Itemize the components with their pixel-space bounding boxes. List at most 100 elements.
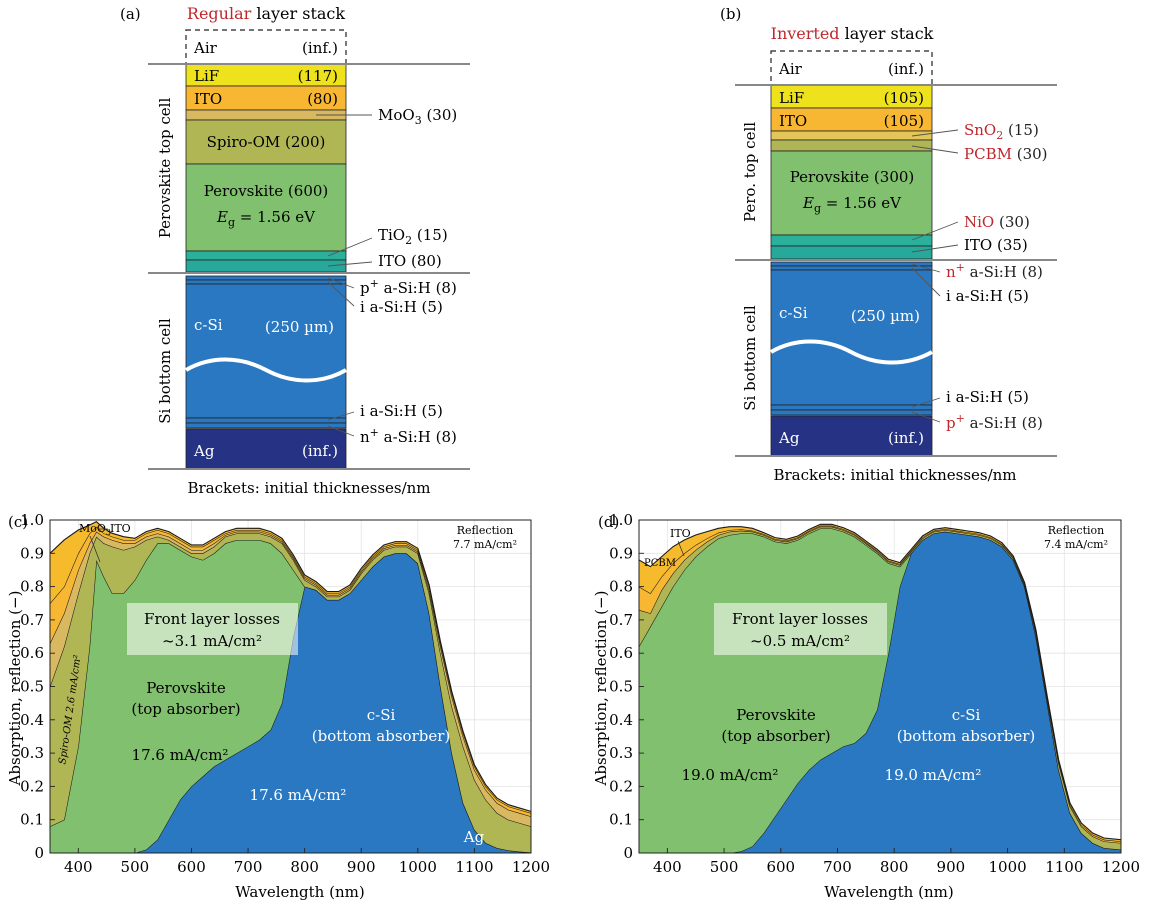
d-area-ito — [639, 525, 1121, 844]
c-front-losses-2: ~3.1 mA/cm² — [162, 632, 262, 650]
d-ytick-label-0.2: 0.2 — [609, 777, 633, 795]
lif-thick-a: (117) — [298, 67, 338, 85]
side-top-a: Perovskite top cell — [156, 98, 174, 239]
panel-b-title-rest: layer stack — [840, 24, 934, 43]
d-ytick-label-0: 0 — [623, 844, 633, 862]
panel-b-tag: (b) — [720, 5, 741, 23]
c-ytick-label-0.5: 0.5 — [20, 678, 44, 696]
wafer-break-b — [769, 339, 933, 365]
d-csi-2: (bottom absorber) — [897, 727, 1036, 745]
wafer-break-a — [184, 357, 348, 383]
c-csi-current: 17.6 mA/cm² — [250, 786, 347, 804]
layer-ito2-a — [185, 259, 347, 273]
c-ytick-label-0.7: 0.7 — [20, 611, 44, 629]
ag-label-b: Ag — [778, 429, 800, 447]
csi-label-b: c-Si — [779, 304, 808, 322]
d-xtick-label-1100: 1100 — [1045, 858, 1083, 876]
lif-thick-b: (105) — [884, 89, 924, 107]
layer-ag-a — [185, 428, 347, 470]
c-ytick-label-1.0: 1.0 — [20, 511, 44, 529]
c-line-spiro-om — [49, 532, 532, 827]
layer-isi-b — [770, 265, 933, 271]
d-ytick-label-1.0: 1.0 — [609, 511, 633, 529]
d-front-losses-box — [714, 603, 887, 655]
d-csi-1: c-Si — [952, 706, 981, 724]
c-ag-label: Ag — [463, 828, 485, 846]
c-moo3-label: MoO3 — [79, 522, 111, 537]
air-label-a: Air — [193, 39, 218, 57]
callouts-b — [911, 129, 959, 423]
footer-a: Brackets: initial thicknesses/nm — [187, 479, 430, 497]
ito-label-a: ITO — [194, 90, 222, 108]
panel-b-title: Inverted layer stack — [771, 24, 934, 43]
c-ytick-label-0.6: 0.6 — [20, 644, 44, 662]
c-ytick-label-0.9: 0.9 — [20, 544, 44, 562]
callout-nsi-a: n+ a-Si:H (8) — [360, 426, 457, 446]
side-bottom-a: Si bottom cell — [156, 318, 174, 424]
c-xtick-label-500: 500 — [121, 858, 150, 876]
chart-d-xlabel: Wavelength (nm) — [824, 883, 953, 901]
layer-sno2-b — [770, 130, 933, 141]
d-pcbm-label: PCBM — [644, 558, 676, 569]
callout-isi2-b: i a-Si:H (5) — [946, 388, 1029, 406]
lif-label-a: LiF — [194, 67, 219, 85]
eg-label-b: Eg = 1.56 eV — [802, 194, 902, 215]
c-xtick-label-1100: 1100 — [455, 858, 493, 876]
d-xtick-label-500: 500 — [710, 858, 739, 876]
layer-nio-b — [770, 234, 933, 247]
chart-c-ylabel: Absorption, reflection (−) — [6, 591, 24, 787]
layer-isi-a — [185, 279, 347, 285]
layer-isi2-a — [185, 417, 347, 424]
d-perovskite-current: 19.0 mA/cm² — [682, 766, 779, 784]
c-front-losses-1: Front layer losses — [144, 610, 280, 628]
layer-perovskite-b — [770, 150, 933, 236]
callout-pcbm-b: PCBM (30) — [964, 145, 1048, 163]
ag-label-a: Ag — [193, 442, 215, 460]
callout-isi-a: i a-Si:H (5) — [360, 298, 443, 316]
side-top-b: Pero. top cell — [741, 122, 759, 222]
chart-c-ticks: 400 500 600 700 800 900 1000 1100 1200 0 0.1 0.2 0.3… — [20, 511, 550, 876]
d-xtick-label-400: 400 — [653, 858, 682, 876]
lif-label-b: LiF — [779, 89, 804, 107]
ito-label-b: ITO — [779, 112, 807, 130]
panel-a-title-rest: layer stack — [251, 4, 345, 23]
layer-perovskite-a — [185, 163, 347, 252]
csi-thick-b: (250 µm) — [851, 307, 920, 325]
chart-d-annotations: Reflection 7.4 mA/cm² Front layer losses… — [644, 524, 1108, 784]
panel-a: (a) Regular layer stack Air (inf.) LiF (… — [120, 4, 470, 497]
callout-sno2-b: SnO2 (15) — [964, 121, 1039, 142]
air-box-b — [770, 50, 933, 86]
c-reflection-value: 7.7 mA/cm² — [453, 538, 517, 551]
side-bottom-b: Si bottom cell — [741, 305, 759, 411]
c-ito-label: ITO — [110, 522, 131, 535]
c-xtick-label-800: 800 — [290, 858, 319, 876]
c-csi-1: c-Si — [367, 706, 396, 724]
c-xtick-label-1000: 1000 — [399, 858, 437, 876]
chart-d: (d) Absorption, reflection (−) Wavelengt… — [592, 511, 1140, 901]
d-line-reflection — [638, 523, 1122, 841]
callout-moo3-a: MoO3 (30) — [378, 106, 457, 127]
panel-a-title: Regular layer stack — [187, 4, 346, 23]
ito-thick-b: (105) — [884, 112, 924, 130]
c-ytick-label-0.1: 0.1 — [20, 811, 44, 829]
d-xtick-label-800: 800 — [880, 858, 909, 876]
layer-csi-a — [185, 283, 347, 419]
layer-nsi-b — [770, 261, 933, 267]
d-ito-label: ITO — [670, 527, 691, 540]
chart-c-xlabel: Wavelength (nm) — [235, 883, 364, 901]
layer-nsi-a — [185, 422, 347, 429]
layer-ag-b — [770, 415, 933, 457]
c-xtick-label-700: 700 — [234, 858, 263, 876]
chart-c-tag: (c) — [8, 513, 28, 531]
csi-thick-a: (250 µm) — [265, 318, 334, 336]
d-ytick-label-0.3: 0.3 — [609, 744, 633, 762]
perovskite-label-a: Perovskite (600) — [204, 182, 329, 200]
d-front-losses-2: ~0.5 mA/cm² — [750, 632, 850, 650]
layer-tio2-a — [185, 250, 347, 261]
air-thick-b: (inf.) — [888, 60, 924, 78]
ag-thick-b: (inf.) — [888, 429, 924, 447]
callout-isi-b: i a-Si:H (5) — [946, 287, 1029, 305]
c-line-reflection — [49, 521, 532, 812]
c-csi-2: (bottom absorber) — [312, 727, 451, 745]
ito-thick-a: (80) — [307, 90, 338, 108]
